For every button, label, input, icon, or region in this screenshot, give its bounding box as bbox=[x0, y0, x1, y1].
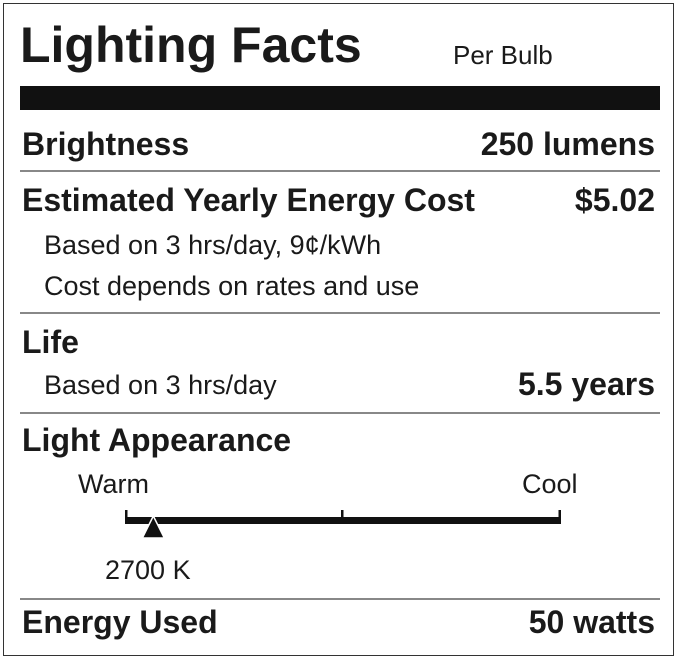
title-bar bbox=[20, 86, 660, 110]
scale-bar bbox=[125, 517, 561, 524]
warm-label: Warm bbox=[78, 469, 149, 499]
scale-tick-warm bbox=[125, 510, 128, 524]
cost-note-use: Cost depends on rates and use bbox=[44, 271, 420, 301]
brightness-value: 250 lumens bbox=[480, 126, 655, 162]
cool-label: Cool bbox=[522, 469, 578, 499]
divider bbox=[20, 598, 660, 600]
appearance-scale bbox=[125, 510, 561, 539]
brightness-label: Brightness bbox=[22, 126, 190, 162]
life-note: Based on 3 hrs/day bbox=[44, 370, 277, 400]
energy-value: 50 watts bbox=[528, 604, 655, 640]
cost-label: Estimated Yearly Energy Cost bbox=[22, 182, 475, 218]
cost-value: $5.02 bbox=[574, 182, 655, 218]
scale-marker bbox=[141, 514, 166, 539]
divider bbox=[20, 312, 660, 314]
title: Lighting Facts bbox=[20, 17, 362, 73]
life-label: Life bbox=[22, 324, 79, 360]
color-temperature: 2700 K bbox=[105, 555, 191, 585]
divider bbox=[20, 170, 660, 172]
appearance-label: Light Appearance bbox=[22, 422, 292, 458]
label-frame bbox=[3, 3, 674, 656]
energy-label: Energy Used bbox=[22, 604, 218, 640]
scale-tick-cool bbox=[558, 510, 561, 524]
scale-tick-mid bbox=[341, 510, 344, 520]
divider bbox=[20, 412, 660, 414]
cost-note-rate: Based on 3 hrs/day, 9¢/kWh bbox=[44, 230, 382, 260]
subtitle: Per Bulb bbox=[453, 40, 553, 70]
life-value: 5.5 years bbox=[517, 366, 655, 402]
